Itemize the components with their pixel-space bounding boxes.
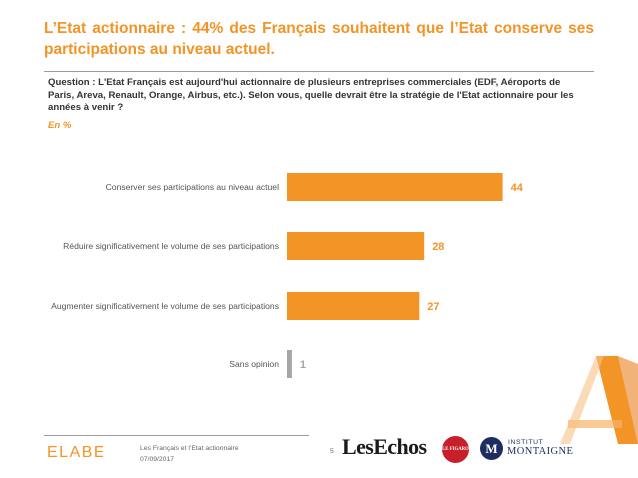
les-echos-logo: LesEchos (342, 434, 427, 459)
institut-montaigne-bottom: MONTAIGNE (507, 446, 574, 457)
bar-category-label: Sans opinion (229, 359, 279, 369)
bar-value-label: 28 (432, 241, 444, 253)
page-title: L’Etat actionnaire : 44% des Français so… (44, 20, 594, 58)
bar (287, 292, 420, 320)
unit-label: En % (48, 120, 72, 131)
page-number: 5 (330, 448, 334, 455)
institut-montaigne-top: INSTITUT (508, 439, 544, 446)
footer-divider (44, 435, 309, 436)
bar-chart: Conserver ses participations au niveau a… (51, 173, 524, 378)
elabe-logo-text: ELABE (47, 444, 103, 459)
elabe-logo: ELABE (47, 444, 103, 459)
bar (287, 173, 503, 201)
bar-value-label: 44 (511, 182, 524, 194)
title-divider (44, 71, 594, 72)
bar (287, 350, 292, 378)
decorative-a-shape (560, 356, 638, 444)
bar-category-label: Augmenter significativement le volume de… (51, 301, 279, 311)
question-text: Question : L'Etat Français est aujourd'h… (48, 77, 574, 113)
footer-date: 07/09/2017 (140, 456, 175, 463)
bar-value-label: 1 (300, 359, 306, 371)
footer-study-title: Les Français et l’Etat actionnaire (140, 445, 239, 452)
le-figaro-logo: LE FIGARO (442, 436, 469, 463)
bar-category-label: Conserver ses participations au niveau a… (106, 182, 279, 192)
bar-category-label: Réduire significativement le volume de s… (63, 241, 279, 251)
bar-value-label: 27 (427, 301, 439, 313)
bar (287, 232, 425, 260)
institut-montaigne-mark: M (480, 437, 503, 460)
